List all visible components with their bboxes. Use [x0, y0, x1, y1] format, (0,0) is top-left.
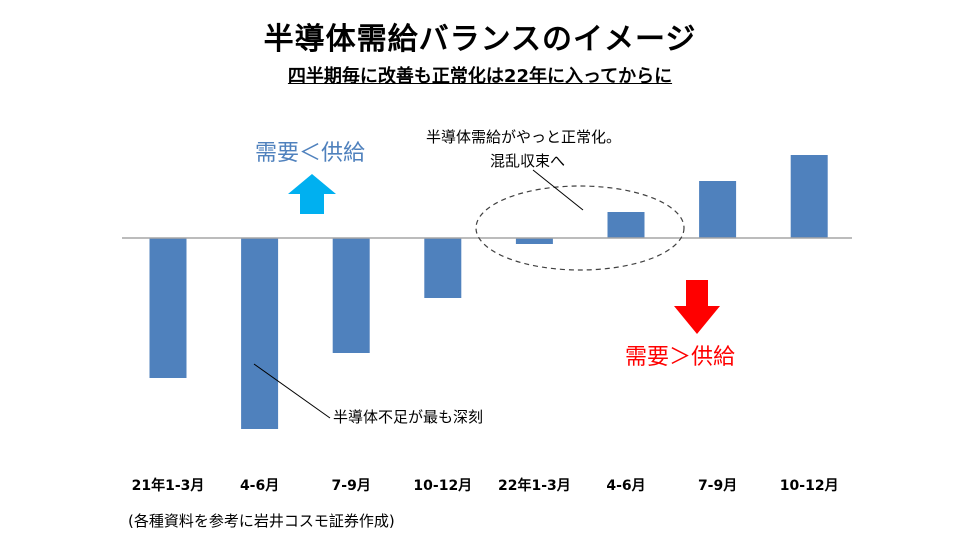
- bar-7: [790, 155, 828, 238]
- bar-1: [241, 238, 279, 429]
- bar-2: [332, 238, 370, 353]
- upper-label: 需要＜供給: [255, 141, 365, 166]
- chart-subtitle-text: 四半期毎に改善も正常化は22年に入ってからに: [287, 66, 673, 87]
- x-tick-label: 10-12月: [413, 478, 472, 494]
- x-tick-label: 22年1-3月: [498, 477, 571, 494]
- bar-group: [149, 155, 828, 429]
- shortage-leader-line: [253, 363, 331, 419]
- x-tick-label: 21年1-3月: [132, 477, 205, 494]
- x-tick-label: 10-12月: [780, 478, 839, 494]
- bar-6: [699, 181, 737, 238]
- down-arrow-icon: [674, 280, 720, 334]
- normalization-leader-line: [532, 169, 584, 211]
- bar-4: [515, 238, 553, 244]
- chart-subtitle: 四半期毎に改善も正常化は22年に入ってからに: [0, 62, 960, 88]
- lower-label: 需要＞供給: [625, 345, 735, 370]
- normalization-note-line2: 混乱収束へ: [490, 152, 565, 170]
- bar-5: [607, 212, 645, 238]
- x-tick-label: 4-6月: [240, 478, 279, 494]
- shortage-note: 半導体不足が最も深刻: [333, 408, 483, 426]
- source-note: (各種資料を参考に岩井コスモ証券作成): [128, 512, 395, 530]
- bar-0: [149, 238, 187, 378]
- bar-3: [424, 238, 462, 298]
- x-tick-label: 7-9月: [332, 478, 371, 494]
- x-tick-label: 7-9月: [698, 478, 737, 494]
- up-arrow-icon: [288, 174, 336, 214]
- normalization-note-line1: 半導体需給がやっと正常化。: [426, 128, 621, 146]
- normalization-ellipse: [475, 185, 685, 271]
- x-tick-labels: 21年1-3月 4-6月 7-9月 10-12月 22年1-3月 4-6月 7-9月 10-1…: [132, 477, 839, 494]
- chart-title: 半導体需給バランスのイメージ: [263, 22, 697, 57]
- x-tick-label: 4-6月: [606, 478, 645, 494]
